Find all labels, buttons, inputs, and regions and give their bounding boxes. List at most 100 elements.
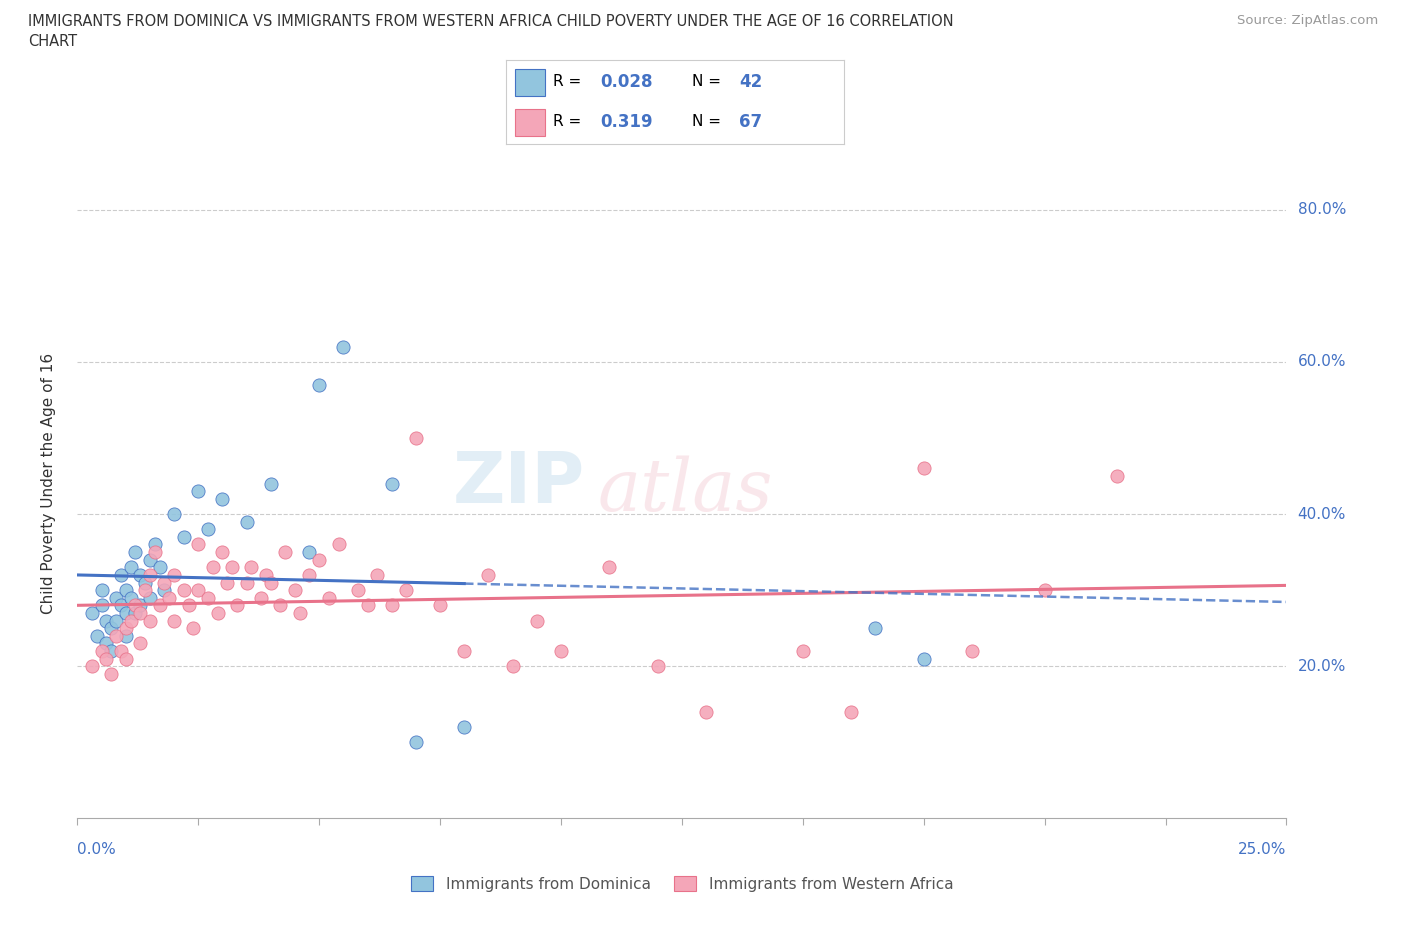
Point [124, 545, 146, 560]
Point [695, 704, 717, 719]
Point [124, 605, 146, 620]
Point [318, 591, 340, 605]
Text: 42: 42 [740, 73, 762, 91]
Point [187, 583, 209, 598]
Point [157, 591, 180, 605]
Text: 20.0%: 20.0% [1298, 658, 1346, 673]
Point [1033, 583, 1056, 598]
Point [100, 667, 122, 682]
Text: ZIP: ZIP [453, 449, 585, 518]
Point [183, 620, 205, 635]
Point [197, 522, 219, 537]
Point [226, 598, 249, 613]
Point [381, 476, 404, 491]
Text: 0.028: 0.028 [600, 73, 654, 91]
Text: atlas: atlas [598, 455, 773, 525]
Point [173, 583, 195, 598]
Point [100, 620, 122, 635]
Point [143, 545, 166, 560]
Point [260, 476, 283, 491]
Point [139, 552, 162, 567]
Point [163, 507, 186, 522]
Point [110, 567, 132, 582]
Point [96, 636, 118, 651]
Point [96, 651, 118, 666]
Point [197, 591, 219, 605]
Point [134, 575, 156, 590]
Point [288, 605, 311, 620]
Point [114, 583, 136, 598]
Point [912, 461, 935, 476]
Point [298, 545, 321, 560]
Point [114, 605, 136, 620]
Point [1107, 469, 1129, 484]
Point [173, 529, 195, 544]
Point [110, 644, 132, 658]
Point [526, 613, 548, 628]
Point [134, 583, 156, 598]
Point [153, 575, 176, 590]
Point [90, 598, 112, 613]
Point [124, 598, 146, 613]
Text: 0.319: 0.319 [600, 113, 654, 131]
Y-axis label: Child Poverty Under the Age of 16: Child Poverty Under the Age of 16 [42, 353, 56, 614]
Point [114, 620, 136, 635]
Point [395, 583, 418, 598]
Text: IMMIGRANTS FROM DOMINICA VS IMMIGRANTS FROM WESTERN AFRICA CHILD POVERTY UNDER T: IMMIGRANTS FROM DOMINICA VS IMMIGRANTS F… [28, 14, 953, 29]
Point [120, 613, 142, 628]
Point [96, 613, 118, 628]
Point [143, 537, 166, 551]
Point [381, 598, 404, 613]
Text: N =: N = [692, 114, 725, 129]
Point [477, 567, 499, 582]
Text: R =: R = [554, 114, 592, 129]
Point [598, 560, 620, 575]
Point [90, 644, 112, 658]
Point [207, 605, 229, 620]
Text: 67: 67 [740, 113, 762, 131]
Point [80, 658, 103, 673]
Point [269, 598, 291, 613]
Bar [515, 109, 546, 136]
Point [105, 613, 128, 628]
Point [839, 704, 862, 719]
Point [960, 644, 983, 658]
Point [865, 620, 887, 635]
Point [211, 545, 233, 560]
Point [114, 651, 136, 666]
Point [163, 613, 186, 628]
Point [308, 378, 330, 392]
Point [211, 491, 233, 506]
Point [260, 575, 283, 590]
Point [328, 537, 350, 551]
Point [120, 591, 142, 605]
Point [86, 629, 108, 644]
Point [187, 484, 209, 498]
Point [139, 613, 162, 628]
Point [148, 560, 170, 575]
Point [217, 575, 239, 590]
Text: 80.0%: 80.0% [1298, 202, 1346, 218]
Point [90, 583, 112, 598]
Point [129, 636, 152, 651]
Text: N =: N = [692, 74, 725, 89]
Point [201, 560, 224, 575]
Text: CHART: CHART [28, 34, 77, 49]
Point [235, 514, 257, 529]
Point [502, 658, 524, 673]
Text: 0.0%: 0.0% [77, 842, 117, 857]
Point [105, 629, 128, 644]
Point [429, 598, 451, 613]
Point [647, 658, 669, 673]
Point [284, 583, 307, 598]
Text: 60.0%: 60.0% [1298, 354, 1346, 369]
Point [139, 567, 162, 582]
Point [100, 644, 122, 658]
Point [221, 560, 243, 575]
Point [366, 567, 388, 582]
Text: 40.0%: 40.0% [1298, 507, 1346, 522]
Point [114, 629, 136, 644]
Point [163, 567, 186, 582]
Point [298, 567, 321, 582]
Point [550, 644, 572, 658]
